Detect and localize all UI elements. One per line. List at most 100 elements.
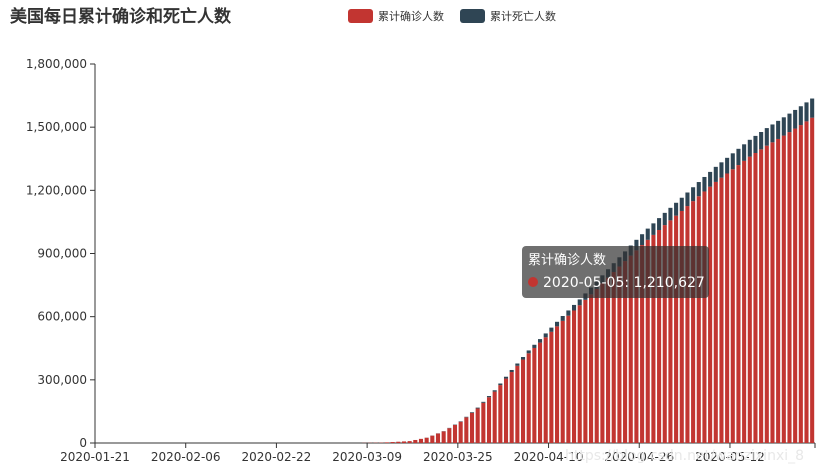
bar-confirmed[interactable] bbox=[526, 353, 531, 443]
bar-confirmed[interactable] bbox=[674, 215, 679, 443]
bar-confirmed[interactable] bbox=[475, 408, 480, 443]
bar-confirmed[interactable] bbox=[759, 149, 764, 443]
bar-deaths[interactable] bbox=[532, 344, 537, 348]
bar-confirmed[interactable] bbox=[396, 441, 401, 443]
bar-confirmed[interactable] bbox=[662, 225, 667, 443]
bar-confirmed[interactable] bbox=[543, 337, 548, 443]
bar-confirmed[interactable] bbox=[532, 347, 537, 443]
bar-deaths[interactable] bbox=[668, 207, 673, 221]
bar-confirmed[interactable] bbox=[713, 181, 718, 443]
bar-confirmed[interactable] bbox=[538, 342, 543, 443]
bar-confirmed[interactable] bbox=[492, 391, 497, 443]
bar-confirmed[interactable] bbox=[594, 288, 599, 443]
bar-deaths[interactable] bbox=[713, 166, 718, 182]
bar-deaths[interactable] bbox=[657, 218, 662, 230]
bar-deaths[interactable] bbox=[520, 357, 526, 360]
bar-deaths[interactable] bbox=[538, 339, 543, 343]
bar-deaths[interactable] bbox=[577, 299, 582, 306]
bar-deaths[interactable] bbox=[498, 383, 503, 386]
bar-confirmed[interactable] bbox=[776, 138, 781, 443]
bar-deaths[interactable] bbox=[572, 304, 577, 311]
bar-deaths[interactable] bbox=[486, 396, 492, 398]
bar-deaths[interactable] bbox=[651, 223, 656, 235]
bar-deaths[interactable] bbox=[469, 412, 475, 413]
bar-confirmed[interactable] bbox=[770, 142, 775, 443]
bar-confirmed[interactable] bbox=[560, 320, 565, 443]
bar-confirmed[interactable] bbox=[691, 201, 696, 443]
bar-deaths[interactable] bbox=[503, 376, 509, 379]
bar-deaths[interactable] bbox=[634, 239, 639, 251]
bar-deaths[interactable] bbox=[515, 363, 520, 366]
bar-confirmed[interactable] bbox=[549, 331, 554, 443]
bar-confirmed[interactable] bbox=[730, 169, 735, 443]
bar-deaths[interactable] bbox=[696, 182, 701, 197]
bar-deaths[interactable] bbox=[662, 212, 667, 226]
bar-confirmed[interactable] bbox=[787, 132, 792, 443]
bar-confirmed[interactable] bbox=[657, 229, 662, 443]
bar-deaths[interactable] bbox=[549, 327, 554, 332]
bar-confirmed[interactable] bbox=[651, 234, 656, 443]
bar-confirmed[interactable] bbox=[407, 441, 412, 443]
bar-confirmed[interactable] bbox=[458, 421, 463, 443]
bar-confirmed[interactable] bbox=[486, 397, 492, 443]
bar-confirmed[interactable] bbox=[469, 412, 475, 443]
bar-deaths[interactable] bbox=[475, 407, 480, 409]
bar-deaths[interactable] bbox=[793, 109, 798, 129]
bar-deaths[interactable] bbox=[560, 315, 565, 321]
bar-confirmed[interactable] bbox=[793, 128, 798, 443]
bar-confirmed[interactable] bbox=[617, 266, 622, 443]
bar-confirmed[interactable] bbox=[725, 173, 730, 444]
bar-deaths[interactable] bbox=[770, 124, 775, 143]
bar-confirmed[interactable] bbox=[702, 191, 707, 443]
bar-deaths[interactable] bbox=[742, 144, 747, 161]
bar-deaths[interactable] bbox=[526, 350, 531, 354]
bar-confirmed[interactable] bbox=[452, 424, 458, 443]
bar-confirmed[interactable] bbox=[509, 372, 514, 443]
bar-confirmed[interactable] bbox=[441, 431, 446, 443]
bar-confirmed[interactable] bbox=[464, 417, 469, 443]
bar-deaths[interactable] bbox=[719, 162, 724, 178]
bar-confirmed[interactable] bbox=[577, 305, 582, 443]
bar-confirmed[interactable] bbox=[696, 196, 701, 443]
bar-deaths[interactable] bbox=[691, 187, 696, 202]
bar-confirmed[interactable] bbox=[384, 442, 390, 443]
bar-confirmed[interactable] bbox=[747, 156, 752, 443]
bar-confirmed[interactable] bbox=[447, 428, 452, 443]
bar-confirmed[interactable] bbox=[742, 160, 747, 444]
bar-deaths[interactable] bbox=[781, 117, 786, 136]
bar-deaths[interactable] bbox=[787, 113, 792, 133]
bar-confirmed[interactable] bbox=[555, 326, 560, 443]
bar-confirmed[interactable] bbox=[435, 433, 441, 443]
bar-deaths[interactable] bbox=[759, 132, 764, 150]
bar-deaths[interactable] bbox=[566, 310, 571, 316]
bar-confirmed[interactable] bbox=[430, 435, 435, 443]
bar-deaths[interactable] bbox=[753, 135, 758, 153]
bar-deaths[interactable] bbox=[645, 228, 650, 240]
bar-deaths[interactable] bbox=[798, 106, 803, 126]
bar-deaths[interactable] bbox=[702, 176, 707, 192]
bar-confirmed[interactable] bbox=[668, 220, 673, 443]
bar-confirmed[interactable] bbox=[583, 299, 588, 443]
bar-deaths[interactable] bbox=[725, 157, 730, 174]
legend-item-confirmed[interactable]: 累计确诊人数 bbox=[348, 9, 444, 23]
bar-confirmed[interactable] bbox=[623, 261, 628, 443]
bar-confirmed[interactable] bbox=[611, 272, 616, 443]
bar-confirmed[interactable] bbox=[645, 239, 650, 443]
bar-deaths[interactable] bbox=[730, 153, 735, 170]
bar-confirmed[interactable] bbox=[708, 186, 713, 443]
bar-confirmed[interactable] bbox=[424, 437, 429, 443]
bar-confirmed[interactable] bbox=[736, 165, 741, 443]
bar-confirmed[interactable] bbox=[719, 177, 724, 443]
bar-confirmed[interactable] bbox=[515, 365, 520, 443]
bar-confirmed[interactable] bbox=[628, 255, 633, 443]
bar-confirmed[interactable] bbox=[640, 245, 645, 443]
bar-deaths[interactable] bbox=[674, 202, 679, 216]
bar-confirmed[interactable] bbox=[679, 210, 684, 443]
bar-confirmed[interactable] bbox=[498, 385, 503, 443]
bar-confirmed[interactable] bbox=[589, 294, 594, 443]
bar-confirmed[interactable] bbox=[481, 402, 486, 443]
bar-deaths[interactable] bbox=[776, 120, 781, 139]
bar-confirmed[interactable] bbox=[503, 378, 509, 443]
bar-deaths[interactable] bbox=[736, 148, 741, 166]
bar-confirmed[interactable] bbox=[810, 117, 815, 443]
